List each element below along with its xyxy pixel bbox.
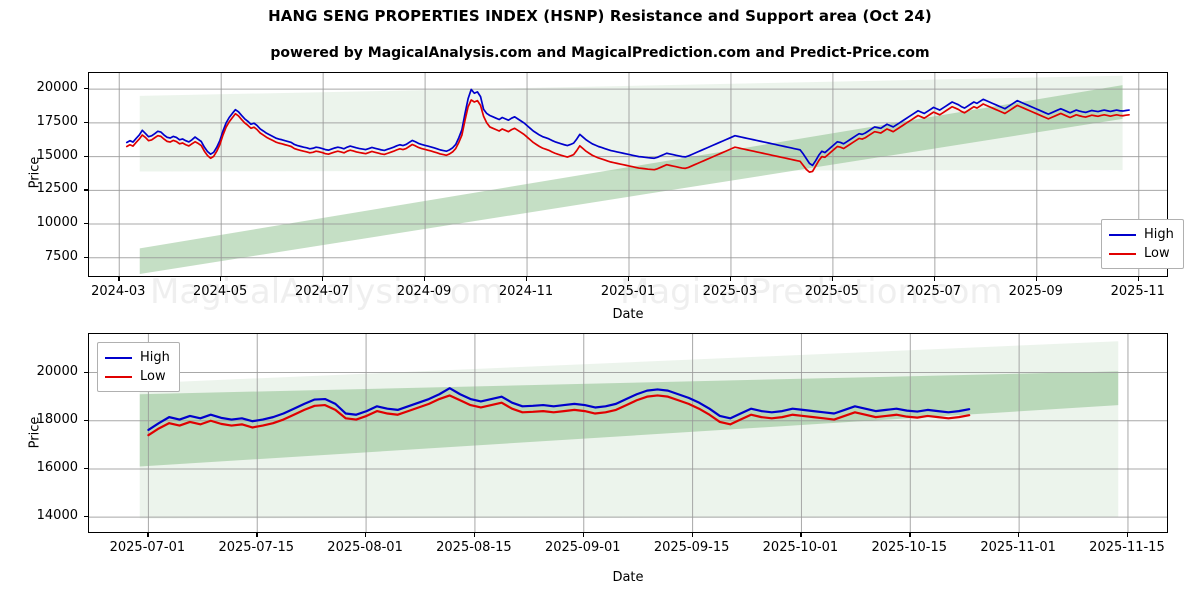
legend-label: Low: [1144, 246, 1170, 261]
x-tick-mark: [322, 277, 324, 281]
y-tick-mark: [84, 155, 88, 157]
x-tick-mark: [424, 277, 426, 281]
y-tick-mark: [84, 467, 88, 470]
support-resistance-inner-band: [139, 371, 1119, 467]
x-tick-mark: [1018, 533, 1020, 537]
y-tick-mark: [84, 88, 88, 90]
x-tick-mark: [1035, 277, 1038, 281]
x-tick-mark: [147, 533, 149, 537]
x-tick-mark: [256, 533, 258, 537]
overview-x-axis-label: Date: [612, 307, 644, 322]
y-tick-mark: [84, 419, 88, 422]
y-tick-label: 12500: [36, 181, 78, 197]
x-tick-label: 2025-09-15: [653, 540, 730, 555]
y-tick-label: 18000: [36, 411, 78, 427]
x-tick-label: 2025-08-15: [436, 540, 512, 555]
x-tick-mark: [909, 533, 911, 537]
x-tick-mark: [831, 277, 834, 281]
x-tick-mark: [729, 277, 732, 281]
page-subtitle: powered by MagicalAnalysis.com and Magic…: [270, 45, 930, 61]
y-tick-mark: [84, 371, 88, 373]
x-tick-mark: [800, 533, 802, 537]
x-tick-label: 2024-05: [193, 284, 248, 299]
legend-swatch-high: [1109, 233, 1136, 236]
series-line-high: [125, 88, 1130, 167]
y-tick-mark: [84, 256, 88, 259]
y-tick-label: 16000: [36, 459, 78, 475]
x-tick-label: 2025-03: [702, 284, 758, 299]
x-tick-label: 2025-09: [1008, 284, 1063, 299]
legend-item-high[interactable]: High: [105, 348, 170, 367]
y-tick-label: 15000: [36, 147, 78, 163]
x-tick-label: 2025-07-15: [218, 540, 295, 555]
legend-label: Low: [140, 369, 166, 384]
x-tick-label: 2025-07: [906, 284, 961, 299]
series-line-high: [147, 387, 971, 431]
legend-swatch-high: [105, 356, 132, 359]
x-tick-mark: [691, 533, 693, 537]
y-tick-mark: [84, 121, 88, 124]
legend-label: High: [140, 350, 170, 365]
y-tick-mark: [84, 189, 88, 191]
zoom-plot-area: [89, 334, 1167, 532]
x-tick-mark: [1126, 533, 1129, 537]
legend-item-low[interactable]: Low: [105, 367, 170, 386]
y-tick-label: 20000: [36, 363, 78, 379]
x-tick-label: 2025-07-01: [109, 540, 186, 555]
x-tick-label: 2024-07: [294, 284, 350, 299]
x-tick-label: 2025-01: [600, 284, 656, 299]
y-tick-label: 14000: [36, 508, 78, 524]
legend-swatch-low: [105, 375, 132, 378]
x-tick-label: 2025-11: [1110, 284, 1165, 299]
x-tick-label: 2025-11-01: [980, 540, 1056, 555]
support-resistance-outer-band: [139, 341, 1119, 519]
y-tick-mark: [84, 223, 88, 225]
x-tick-mark: [582, 533, 585, 537]
x-tick-label: 2024-11: [498, 284, 554, 299]
overview-legend[interactable]: High Low: [1101, 219, 1184, 269]
x-tick-mark: [526, 277, 528, 281]
x-tick-label: 2024-09: [396, 284, 452, 299]
zoom-x-axis-label: Date: [612, 570, 644, 585]
x-tick-mark: [365, 533, 367, 537]
y-tick-label: 20000: [36, 80, 78, 96]
series-line-low: [147, 394, 971, 437]
zoom-legend[interactable]: High Low: [97, 342, 180, 392]
x-tick-mark: [628, 277, 630, 281]
x-tick-label: 2025-10-01: [762, 540, 839, 555]
y-tick-label: 7500: [44, 248, 78, 264]
series-line-low: [125, 99, 1130, 173]
x-tick-mark: [933, 277, 936, 281]
overview-plot-area: [89, 73, 1167, 276]
x-tick-label: 2025-05: [804, 284, 860, 299]
chart-panel-overview: [88, 72, 1168, 277]
x-tick-label: 2024-03: [91, 284, 146, 299]
x-tick-mark: [473, 533, 476, 537]
legend-item-low[interactable]: Low: [1109, 244, 1174, 263]
legend-swatch-low: [1109, 252, 1136, 255]
support-resistance-outer-band: [139, 75, 1123, 172]
x-tick-label: 2025-11-15: [1089, 540, 1165, 555]
zoom-y-axis-label: Price: [27, 416, 43, 449]
y-tick-label: 10000: [36, 215, 78, 231]
x-tick-label: 2025-08-01: [327, 540, 403, 555]
overview-y-axis-label: Price: [27, 156, 43, 189]
page-title: HANG SENG PROPERTIES INDEX (HSNP) Resist…: [268, 7, 932, 25]
legend-item-high[interactable]: High: [1109, 225, 1174, 244]
x-tick-mark: [220, 277, 222, 281]
legend-label: High: [1144, 227, 1174, 242]
chart-panel-zoom: [88, 333, 1168, 533]
y-tick-label: 17500: [36, 113, 78, 129]
y-tick-mark: [84, 516, 88, 518]
x-tick-label: 2025-10-15: [871, 540, 948, 555]
x-tick-label: 2025-09-01: [544, 540, 621, 555]
x-tick-mark: [1137, 277, 1140, 281]
x-tick-mark: [118, 277, 120, 281]
